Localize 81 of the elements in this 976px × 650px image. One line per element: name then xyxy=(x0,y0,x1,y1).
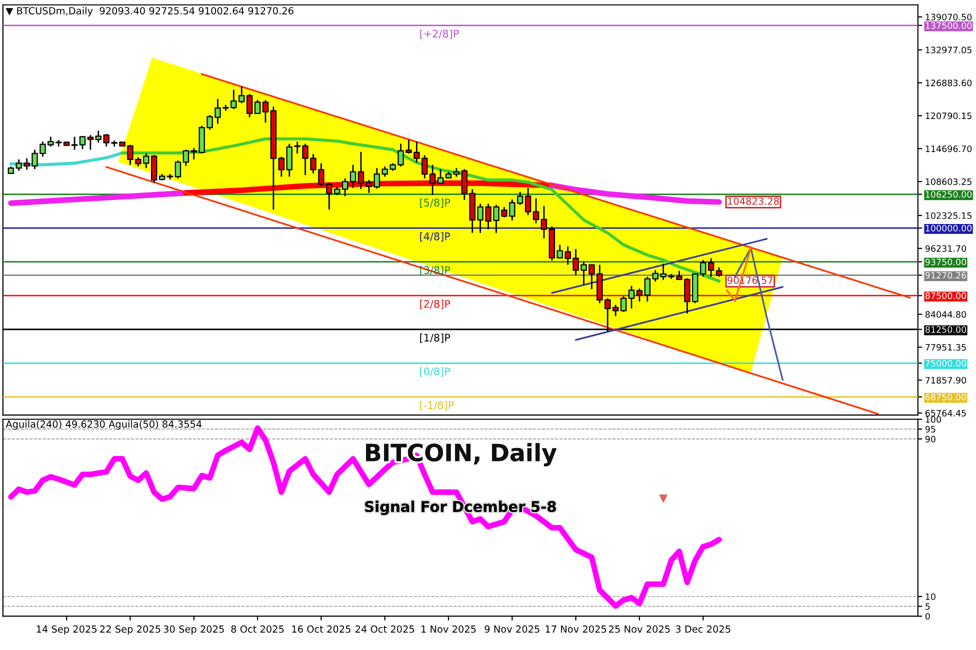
ref-line-label: [1/8]P xyxy=(420,334,450,343)
candlestick xyxy=(87,134,94,150)
text: BITCOIN, Daily xyxy=(366,443,557,466)
candlestick xyxy=(540,205,548,240)
y-tick-label: 106250.00 xyxy=(926,191,972,198)
candlestick xyxy=(636,288,643,302)
y-tick-label: 10 xyxy=(926,593,936,600)
x-tick-label: 8 Oct 2025 xyxy=(231,625,284,633)
x-tick-label: 16 Oct 2025 xyxy=(292,625,350,633)
y-tick-label: 68750.00 xyxy=(925,394,966,400)
candlestick xyxy=(517,191,524,206)
candlestick xyxy=(95,130,102,144)
candlestick xyxy=(182,149,190,167)
ref-line-label: [+2/8]P xyxy=(420,30,459,39)
candlestick xyxy=(644,276,651,302)
candlestick xyxy=(254,99,261,115)
x-tick-label: 24 Oct 2025 xyxy=(356,625,414,633)
candlestick xyxy=(350,164,356,189)
candlestick xyxy=(700,259,706,278)
candlestick xyxy=(461,168,468,201)
candlestick xyxy=(262,99,269,124)
annotation: Aguila(240) 49.6230 Aguila(50) 84.3554 xyxy=(6,420,202,430)
y-tick-label: 108603.25 xyxy=(926,178,972,186)
x-tick-label: 9 Nov 2025 xyxy=(484,625,540,633)
candlestick xyxy=(358,151,364,190)
candlestick xyxy=(532,198,540,224)
y-tick-label: 65764.45 xyxy=(925,410,966,417)
y-tick-label: 137500.00 xyxy=(926,22,972,29)
y-tick-label: 5 xyxy=(926,603,930,610)
candlestick xyxy=(437,168,444,184)
y-tick-label: 90 xyxy=(925,436,936,442)
x-tick-label: 25 Nov 2025 xyxy=(609,625,670,633)
ref-line-label: [0/8]P xyxy=(420,367,450,377)
candlestick xyxy=(716,266,722,278)
ref-line-label: [-1/8]P xyxy=(420,401,454,410)
y-tick-label: 71857.90 xyxy=(926,376,966,384)
candlestick xyxy=(278,156,285,178)
candlestick xyxy=(174,160,182,180)
y-tick-label: 75000.00 xyxy=(926,360,966,367)
y-tick-label: 84044.80 xyxy=(925,311,966,318)
y-tick-label: 102325.15 xyxy=(926,212,972,219)
candlestick xyxy=(151,154,158,184)
annotation: ▼ BTCUSDm,Daily 92093.40 92725.54 91002.64 91270.26 xyxy=(6,6,294,16)
candlestick xyxy=(429,164,436,196)
ref-line-label: [5/8]P xyxy=(420,198,450,208)
y-tick-label: 77951.35 xyxy=(926,344,966,351)
candlestick xyxy=(628,285,635,310)
x-tick-label: 14 Sep 2025 xyxy=(36,625,97,635)
x-tick-label: 30 Sep 2025 xyxy=(164,625,224,635)
ref-line-label: [4/8]P xyxy=(420,232,450,242)
candlestick xyxy=(366,179,372,194)
y-tick-label: 114696.70 xyxy=(926,145,972,152)
candlestick xyxy=(708,258,714,278)
candlestick xyxy=(246,93,253,118)
ref-line-label: [2/8]P xyxy=(420,300,450,310)
y-tick-label: 126883.60 xyxy=(926,80,972,86)
y-tick-label: 100000.00 xyxy=(926,224,972,232)
x-tick-label: 17 Nov 2025 xyxy=(546,625,606,633)
y-tick-label: 0 xyxy=(925,613,930,620)
y-tick-label: 100 xyxy=(926,416,941,423)
candlestick xyxy=(342,178,348,197)
y-tick-label: 91270.26 xyxy=(925,272,966,279)
x-tick-label: 3 Dec 2025 xyxy=(676,625,730,633)
y-tick-label: 96231.70 xyxy=(925,245,966,252)
line-series xyxy=(120,137,721,283)
y-tick-label: 132977.05 xyxy=(926,46,972,54)
x-tick-label: 22 Sep 2025 xyxy=(100,625,160,635)
y-tick-label: 139070.50 xyxy=(926,14,972,20)
candlestick xyxy=(620,295,627,313)
x-tick-label: 1 Nov 2025 xyxy=(422,625,476,633)
candlestick xyxy=(79,135,86,150)
candlestick xyxy=(612,304,619,317)
data-label: 104823.28 xyxy=(728,197,779,205)
y-tick-label: 95 xyxy=(925,426,936,433)
line-series xyxy=(9,151,124,166)
y-tick-label: 120790.15 xyxy=(926,112,972,120)
y-tick-label: 87500.00 xyxy=(925,292,966,300)
y-tick-label: 93750.00 xyxy=(925,258,966,266)
y-tick-label: 81250.00 xyxy=(925,326,966,333)
candlestick xyxy=(524,187,532,216)
candlestick xyxy=(71,136,78,150)
